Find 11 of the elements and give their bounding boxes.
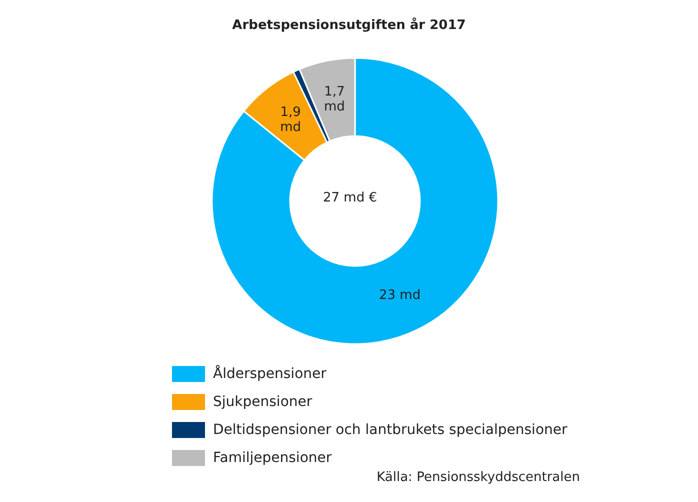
text: Källa: Pensionsskyddscentralen — [376, 470, 580, 485]
legend-label: Sjukpensioner — [213, 394, 312, 410]
legend-label: Familjepensioner — [213, 450, 332, 466]
data-label: 1,9 md — [280, 104, 302, 134]
text: 27 md € — [323, 190, 377, 206]
legend-label: Deltidspensioner och lantbrukets specialpensioner — [213, 422, 568, 438]
legend-label: Ålderspensioner — [213, 366, 326, 382]
donut-slice — [211, 57, 499, 344]
data-label: 1,7 md — [324, 84, 345, 114]
data-label: 23 md — [379, 287, 421, 302]
chart-title: Arbetspensionsutgiften år 2017 — [231, 18, 467, 33]
